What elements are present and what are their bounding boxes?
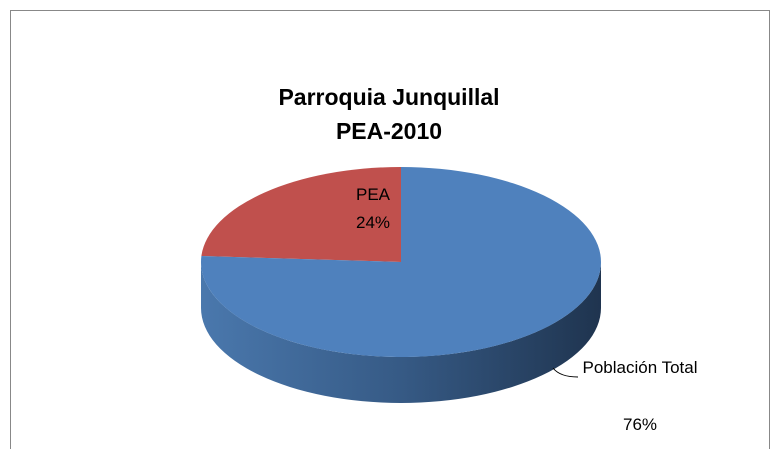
slice-label: PEA xyxy=(355,185,391,204)
slice-value-label: 24% xyxy=(355,213,391,232)
chart-title: Parroquia Junquillal xyxy=(278,84,500,110)
leader-line xyxy=(552,367,579,378)
chart-border xyxy=(10,10,770,449)
slice-label: Población Total xyxy=(582,358,698,377)
chart-title: PEA-2010 xyxy=(335,118,443,144)
slice-value-label: 76% xyxy=(622,415,658,434)
pie-slice xyxy=(201,167,401,262)
pie-slice-side xyxy=(201,262,601,403)
pie-slice xyxy=(200,167,602,358)
